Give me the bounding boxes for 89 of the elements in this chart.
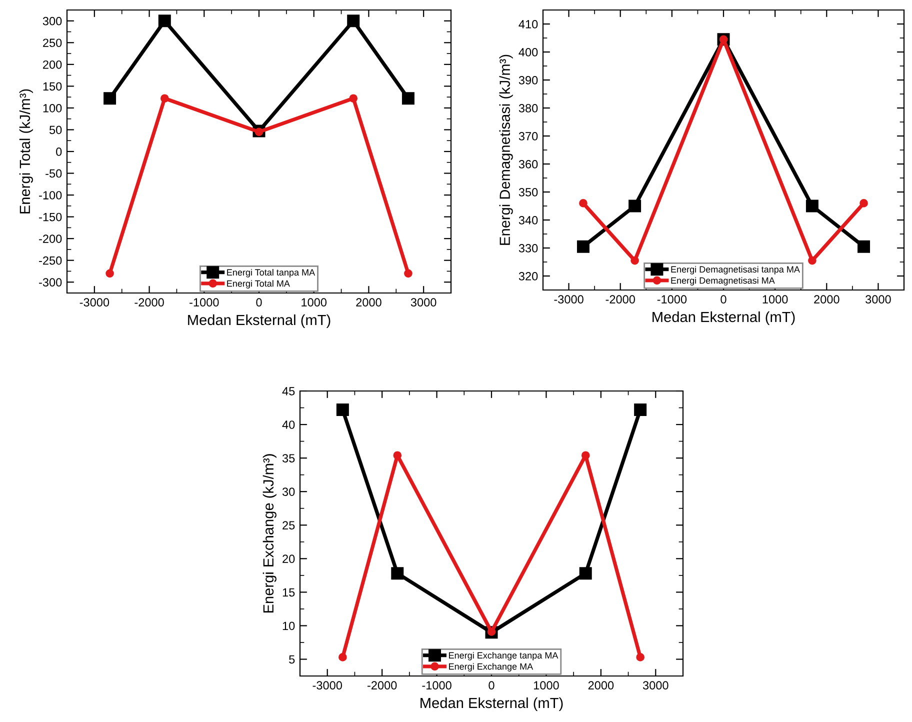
legend-label: Energi Total MA: [227, 280, 290, 288]
point: [393, 451, 402, 460]
y-tick-label: 410: [518, 20, 538, 28]
y-tick-label: 350: [518, 188, 538, 196]
y-tick-label: 150: [43, 82, 62, 91]
x-tick-label: 2000: [588, 681, 614, 690]
x-tick-label: -1000: [657, 295, 687, 304]
x-tick-label: -1000: [422, 681, 452, 690]
x-tick-label: 3000: [642, 681, 668, 690]
point: [806, 200, 818, 212]
x-tick-label: -2000: [134, 298, 164, 307]
x-tick-label: -2000: [606, 295, 635, 304]
x-tick-label: 3000: [410, 298, 436, 307]
point: [402, 92, 414, 105]
y-tick-label: 45: [282, 387, 295, 396]
y-tick-label: 330: [518, 244, 538, 252]
legend-label: Energi Demagnetisasi tanpa MA: [671, 266, 800, 274]
y-tick-label: -50: [46, 169, 62, 178]
y-tick-label: 340: [518, 216, 538, 224]
point: [391, 567, 404, 580]
point: [404, 269, 412, 278]
y-tick-label: 360: [518, 160, 538, 168]
x-tick-label: -2000: [368, 681, 397, 690]
y-tick-label: 380: [518, 104, 538, 112]
x-tick-label: 1000: [762, 295, 788, 304]
legend-label: Energi Exchange MA: [449, 663, 534, 672]
y-tick-label: -200: [39, 234, 62, 243]
point: [634, 404, 647, 416]
point: [808, 256, 816, 265]
x-tick-label: 3000: [866, 295, 891, 304]
y-tick-label: 390: [518, 76, 538, 84]
x-tick-label: 2000: [814, 295, 840, 304]
point: [860, 199, 868, 208]
point: [104, 92, 116, 105]
point: [349, 94, 358, 103]
point: [579, 567, 592, 580]
point: [576, 240, 590, 253]
point: [336, 404, 349, 416]
x-axis-title: Medan Eksternal (mT): [420, 697, 563, 712]
x-tick-label: 0: [720, 295, 726, 304]
point: [636, 653, 644, 662]
x-tick-label: 2000: [356, 298, 382, 307]
y-tick-label: 370: [518, 132, 538, 140]
y-tick-label: -250: [39, 256, 62, 265]
y-tick-label: 50: [49, 126, 62, 134]
point: [338, 653, 347, 662]
point: [158, 14, 171, 28]
y-tick-label: 300: [42, 16, 62, 26]
x-axis-title: Medan Eksternal (mT): [652, 311, 795, 326]
y-tick-label: 250: [43, 38, 62, 48]
x-tick-label: -3000: [554, 295, 584, 304]
x-tick-label: 1000: [302, 298, 327, 307]
x-axis-title: Medan Eksternal (mT): [188, 314, 330, 328]
y-tick-label: 30: [282, 488, 295, 496]
point: [858, 240, 870, 253]
y-tick-label: 15: [282, 588, 295, 597]
x-tick-label: -3000: [312, 681, 342, 690]
point: [160, 94, 169, 103]
point: [579, 199, 588, 208]
x-tick-label: 0: [256, 298, 262, 307]
y-tick-label: 40: [282, 420, 295, 429]
y-tick-label: -300: [39, 278, 62, 287]
point: [581, 451, 590, 460]
x-tick-label: -3000: [80, 298, 110, 307]
x-tick-label: 0: [488, 681, 494, 690]
point: [347, 14, 360, 28]
y-axis-title: Energi Total (kJ/m³): [19, 89, 33, 214]
y-tick-label: 200: [43, 60, 62, 69]
y-tick-label: 0: [56, 148, 62, 156]
y-tick-label: -100: [39, 191, 62, 200]
legend-label: Energi Total tanpa MA: [227, 268, 316, 278]
y-tick-label: 100: [43, 104, 62, 112]
point: [630, 256, 639, 265]
y-tick-label: 5: [289, 655, 295, 664]
y-tick-label: 20: [282, 554, 295, 564]
y-tick-label: -150: [39, 212, 62, 222]
legend-label: Energi Demagnetisasi MA: [671, 277, 775, 286]
y-tick-label: 10: [282, 622, 295, 630]
y-axis-title: Energi Demagnetisasi (kJ/m³): [499, 54, 513, 245]
legend-label: Energi Exchange tanpa MA: [449, 652, 558, 660]
y-axis-title: Energi Exchange (kJ/m³): [262, 454, 276, 613]
point: [628, 200, 642, 212]
x-tick-label: 1000: [534, 681, 559, 690]
y-tick-label: 25: [282, 521, 295, 530]
y-tick-label: 320: [518, 272, 538, 280]
x-tick-label: -1000: [190, 298, 219, 307]
y-tick-label: 35: [282, 454, 295, 462]
y-tick-label: 400: [518, 48, 538, 56]
point: [106, 269, 114, 278]
